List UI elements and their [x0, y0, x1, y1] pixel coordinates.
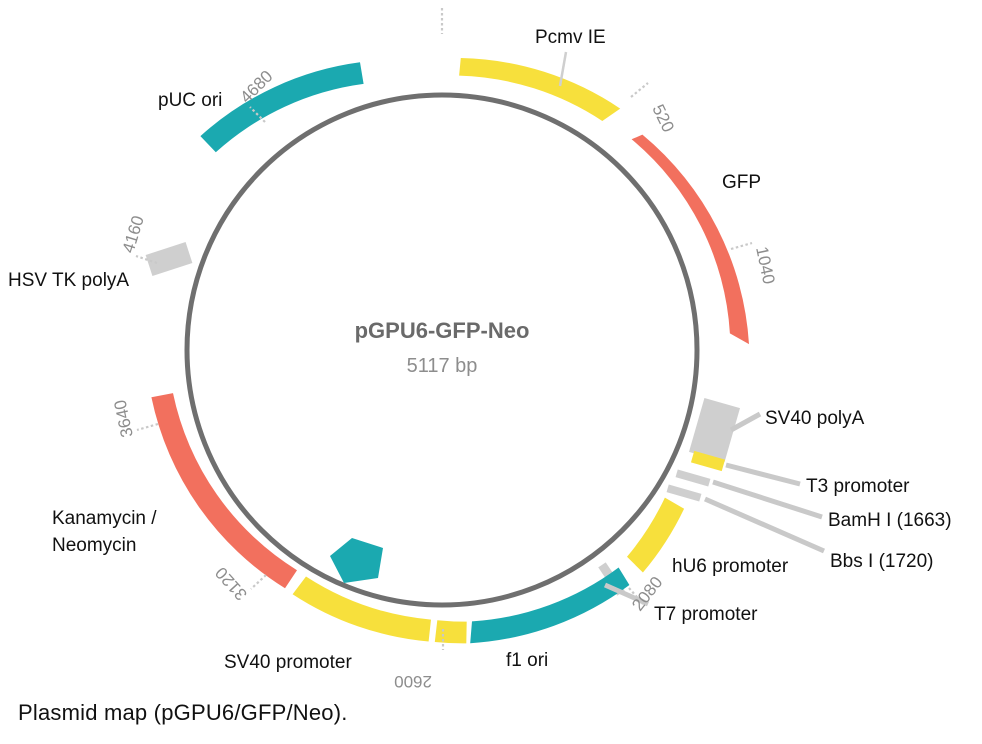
feature-bamh-i-site: [675, 469, 711, 487]
tick-label-2600: 2600: [394, 672, 432, 691]
feature-t3-promoter: [690, 450, 726, 472]
feature-teal-pentagon: [330, 538, 383, 583]
label-sv40-promoter: SV40 promoter: [224, 652, 352, 673]
tickmark-520: [630, 82, 649, 98]
feature-pcmv-ie-divider: [558, 51, 568, 87]
feature-sv40-polya: [688, 397, 741, 463]
label-pcmv-ie: Pcmv IE: [535, 27, 606, 48]
label-t7-promoter: T7 promoter: [654, 604, 758, 625]
plasmid-backbone-circle: [184, 92, 700, 608]
feature-bbs-i-site: [666, 484, 702, 502]
tickmark-1040: [730, 241, 753, 251]
tick-label-4160: 4160: [119, 213, 148, 255]
tickmark-3120: [250, 574, 267, 590]
label-bbs-i: Bbs I (1720): [830, 551, 934, 572]
label-hu6-promoter: hU6 promoter: [672, 556, 789, 577]
label-puc-ori: pUC ori: [158, 90, 222, 111]
feature-f1-ori: [470, 567, 630, 644]
tick-label-1040: 1040: [752, 245, 778, 286]
plasmid-name: pGPU6-GFP-Neo: [355, 318, 530, 343]
feature-sv40-promoter: [292, 576, 431, 642]
tick-label-3640: 3640: [110, 398, 136, 439]
figure-caption: Plasmid map (pGPU6/GFP/Neo).: [18, 700, 348, 725]
label-hsv-tk-polya: HSV TK polyA: [8, 270, 129, 291]
feature-hsv-tk-polya: [145, 242, 193, 276]
feature-gfp: [631, 134, 749, 345]
feature-small-yellow-arrow: [434, 620, 467, 644]
label-f1-ori: f1 ori: [506, 650, 548, 671]
feature-puc-ori: [200, 62, 364, 153]
label-sv40-polya: SV40 polyA: [765, 408, 865, 429]
leader-sv40-polya: [729, 411, 762, 433]
tickmark-4680: [249, 106, 266, 123]
label-gfp: GFP: [722, 172, 761, 193]
feature-kanamycin-neomycin: [151, 393, 297, 589]
tick-label-520: 520: [648, 101, 678, 135]
leader-bamh-i: [712, 479, 823, 520]
leader-t3-promoter: [725, 462, 801, 487]
plasmid-length: 5117 bp: [407, 355, 478, 377]
feature-hu6-promoter: [627, 497, 685, 573]
label-kanamycin-neomycin-line1: Kanamycin /: [52, 508, 157, 529]
tickmark-3640: [136, 422, 159, 432]
label-t3-promoter: T3 promoter: [806, 476, 910, 497]
leader-bbs-i: [703, 496, 826, 554]
tickmark-2080: [628, 587, 644, 605]
feature-pcmv-ie: [459, 58, 621, 121]
tickmark-4160: [135, 254, 158, 265]
label-bamh-i: BamH I (1663): [828, 510, 952, 531]
label-kanamycin-neomycin-line2: Neomycin: [52, 535, 136, 556]
tick-label-3120: 3120: [212, 563, 251, 604]
